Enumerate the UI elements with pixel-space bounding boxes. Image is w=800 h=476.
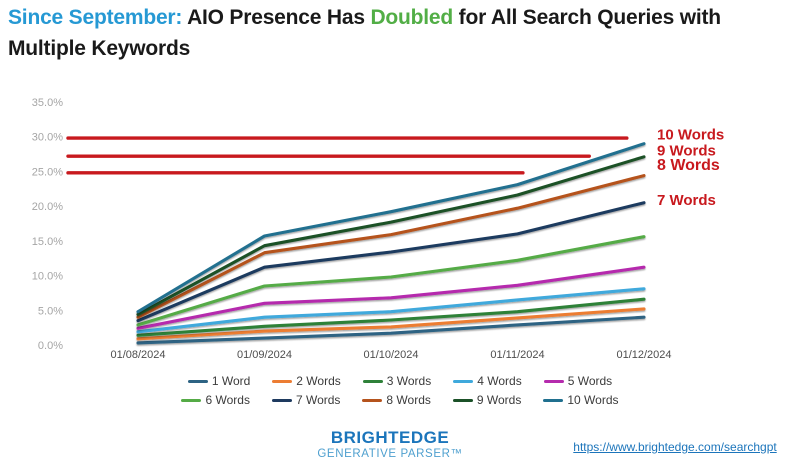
legend-row-1: 1 Word 2 Words 3 Words 4 Words 5 Words <box>187 373 613 390</box>
series-line-6-words <box>136 235 646 327</box>
legend-swatch <box>187 380 208 383</box>
series-line-3-words <box>136 297 646 337</box>
legend-row-2: 6 Words 7 Words 8 Words 9 Words 10 Words <box>181 392 619 409</box>
aio-presence-line-chart: 0.0% 5.0% 10.0% 15.0% 20.0% 25.0% 30.0% 35.0% 0… <box>32 97 724 361</box>
title-segment-doubled: Doubled <box>370 6 454 29</box>
legend-item-1-word: 1 Word <box>187 373 251 390</box>
y-tick-label: 15.0% <box>32 236 63 248</box>
x-tick-label: 01/11/2024 <box>490 349 544 361</box>
legend-label: 2 Words <box>296 374 341 388</box>
red-reference-lines <box>66 136 629 175</box>
legend-label: 4 Words <box>477 374 522 388</box>
x-axis-tick-labels: 01/08/2024 01/09/2024 01/10/2024 01/11/2024… <box>110 349 671 361</box>
legend-item-8-words: 8 Words <box>362 392 431 409</box>
series-line-9-words <box>136 155 646 317</box>
footer-link-wrap: https://www.brightedge.com/searchgpt <box>560 440 790 454</box>
chart-legend: 1 Word 2 Words 3 Words 4 Words 5 Words 6 Wor… <box>0 373 800 409</box>
red-label-7-words: 7 Words <box>657 192 716 209</box>
y-tick-label: 30.0% <box>32 132 63 144</box>
legend-item-7-words: 7 Words <box>271 392 341 409</box>
legend-swatch <box>272 380 293 383</box>
brand-name: BRIGHTEDGE <box>330 428 450 447</box>
x-tick-label: 01/12/2024 <box>616 349 671 361</box>
legend-swatch <box>362 380 383 383</box>
brightedge-logo: BRIGHTEDGE GENERATIVE PARSER™ <box>300 428 480 462</box>
legend-label: 3 Words <box>386 374 432 388</box>
y-tick-label: 20.0% <box>32 201 63 213</box>
legend-item-5-words: 5 Words <box>543 373 613 390</box>
title-segment-aio-presence: AIO Presence Has <box>187 6 371 29</box>
legend-label: 8 Words <box>386 393 431 407</box>
brand-subtitle: GENERATIVE PARSER™ <box>317 448 463 460</box>
brightedge-searchgpt-link[interactable]: https://www.brightedge.com/searchgpt <box>573 440 777 454</box>
legend-label: 7 Words <box>295 393 341 407</box>
legend-swatch <box>452 399 473 402</box>
legend-item-9-words: 9 Words <box>452 392 522 409</box>
legend-item-3-words: 3 Words <box>362 373 432 390</box>
legend-swatch <box>543 399 564 402</box>
series-line-1-word <box>136 315 646 345</box>
legend-swatch <box>453 380 474 383</box>
page-title: Since September: AIO Presence Has Double… <box>8 2 796 64</box>
y-tick-label: 25.0% <box>32 166 63 178</box>
x-tick-label: 01/10/2024 <box>363 349 418 361</box>
legend-label: 1 Word <box>211 374 251 388</box>
series-line-8-words <box>136 174 646 319</box>
legend-label: 10 Words <box>567 393 619 407</box>
y-tick-label: 0.0% <box>38 340 63 352</box>
series-line-5-words <box>136 265 646 330</box>
legend-item-6-words: 6 Words <box>181 392 250 409</box>
y-tick-label: 35.0% <box>32 97 63 109</box>
y-tick-label: 10.0% <box>32 271 63 283</box>
legend-item-10-words: 10 Words <box>543 392 619 409</box>
y-tick-label: 5.0% <box>38 305 63 317</box>
red-label-9-words: 9 Words <box>657 143 716 160</box>
x-tick-label: 01/08/2024 <box>110 349 165 361</box>
legend-swatch <box>543 380 564 383</box>
title-segment-since-september: Since September: <box>8 6 188 29</box>
legend-swatch <box>271 399 292 402</box>
legend-label: 9 Words <box>476 393 522 407</box>
y-axis-tick-labels: 0.0% 5.0% 10.0% 15.0% 20.0% 25.0% 30.0% 35.0% <box>32 97 63 352</box>
series-line-7-words <box>136 201 646 323</box>
series-line-10-words <box>136 142 646 314</box>
legend-swatch <box>362 399 383 402</box>
series-line-4-words <box>136 287 646 334</box>
series-lines <box>136 142 646 345</box>
legend-item-2-words: 2 Words <box>272 373 341 390</box>
legend-label: 6 Words <box>205 393 250 407</box>
legend-swatch <box>181 399 202 402</box>
series-line-2-words <box>136 307 646 341</box>
legend-label: 5 Words <box>567 374 613 388</box>
title-segment-multiple-keywords: Multiple Keywords <box>8 37 191 60</box>
title-segment-queries: for All Search Queries with <box>453 6 721 29</box>
red-label-8-words: 8 Words <box>657 157 720 174</box>
x-tick-label: 01/09/2024 <box>237 349 292 361</box>
red-label-10-words: 10 Words <box>657 127 724 144</box>
legend-item-4-words: 4 Words <box>453 373 522 390</box>
